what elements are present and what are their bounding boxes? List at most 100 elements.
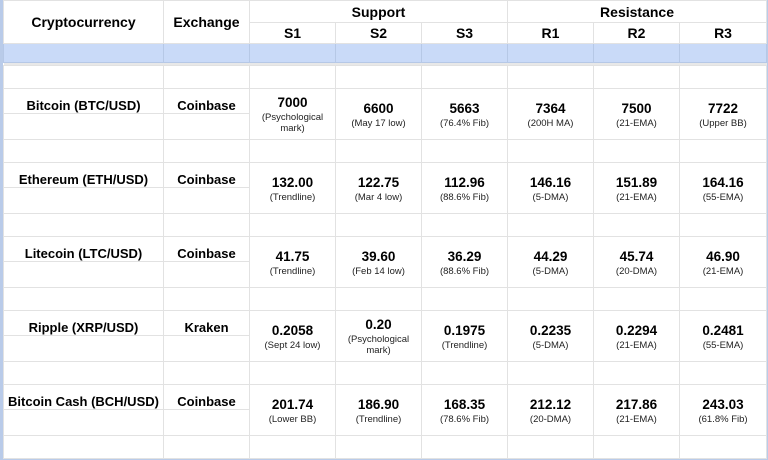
- level-cell-s1: 41.75 (Trendline): [249, 236, 336, 288]
- header-s2: S2: [335, 22, 422, 44]
- level-cell-r2: 45.74 (20-DMA): [593, 236, 680, 288]
- level-note: (61.8% Fib): [698, 413, 748, 425]
- level-value: 0.2481: [702, 322, 744, 338]
- level-note: (Feb 14 low): [352, 265, 405, 277]
- level-cell-s2: 186.90 (Trendline): [335, 384, 422, 436]
- level-cell-s3: 168.35 (78.6% Fib): [421, 384, 508, 436]
- level-note: (21-EMA): [616, 413, 657, 425]
- exchange-name: Coinbase: [163, 162, 250, 188]
- table-row-lower: [3, 261, 767, 288]
- level-value: 164.16: [702, 174, 744, 190]
- exchange-name: Coinbase: [163, 236, 250, 262]
- crypto-name: Litecoin (LTC/USD): [3, 236, 164, 262]
- level-value: 7500: [621, 100, 652, 116]
- level-value: 122.75: [357, 174, 400, 190]
- level-value: 217.86: [615, 396, 658, 412]
- level-cell-s1: 132.00 (Trendline): [249, 162, 336, 214]
- header-r2: R2: [593, 22, 680, 44]
- level-value: 5663: [449, 100, 480, 116]
- frozen-divider: [3, 62, 767, 66]
- table-row-lower: [3, 409, 767, 436]
- level-note: (Trendline): [441, 339, 488, 351]
- level-value: 41.75: [275, 248, 310, 264]
- level-note: (May 17 low): [351, 117, 406, 129]
- header-resistance: Resistance: [506, 0, 768, 23]
- level-value: 112.96: [444, 174, 485, 190]
- level-value: 7364: [535, 100, 566, 116]
- level-cell-r1: 7364 (200H MA): [507, 88, 594, 140]
- crypto-name: Bitcoin (BTC/USD): [3, 88, 164, 114]
- level-note: (Sept 24 low): [264, 339, 321, 351]
- level-cell-s3: 36.29 (88.6% Fib): [421, 236, 508, 288]
- crypto-name: Ripple (XRP/USD): [3, 310, 164, 336]
- level-note: (200H MA): [527, 117, 574, 129]
- table-row: Ethereum (ETH/USD) Coinbase 132.00 (Trendli…: [3, 162, 768, 214]
- level-cell-s1: 0.2058 (Sept 24 low): [249, 310, 336, 362]
- exchange-name: Kraken: [163, 310, 250, 336]
- level-value: 45.74: [619, 248, 654, 264]
- level-note: (20-DMA): [615, 265, 658, 277]
- level-cell-r1: 212.12 (20-DMA): [507, 384, 594, 436]
- level-cell-r2: 151.89 (21-EMA): [593, 162, 680, 214]
- level-note: (21-EMA): [702, 265, 744, 277]
- level-value: 0.2235: [529, 322, 572, 338]
- level-cell-s3: 0.1975 (Trendline): [421, 310, 508, 362]
- level-value: 7722: [707, 100, 739, 116]
- level-cell-s1: 201.74 (Lower BB): [249, 384, 336, 436]
- level-value: 6600: [363, 100, 394, 116]
- level-value: 146.16: [529, 174, 572, 190]
- level-note: (Trendline): [355, 413, 402, 425]
- exchange-name: Coinbase: [163, 384, 250, 410]
- level-note: (55-EMA): [702, 191, 744, 203]
- table-row: Bitcoin Cash (BCH/USD) Coinbase 201.74 (Low…: [3, 384, 768, 436]
- level-note: (21-EMA): [616, 339, 657, 351]
- table-row: Litecoin (LTC/USD) Coinbase 41.75 (Trendlin…: [3, 236, 768, 288]
- level-cell-r3: 7722 (Upper BB): [678, 88, 768, 140]
- level-cell-r3: 0.2481 (55-EMA): [678, 310, 768, 362]
- level-cell-r3: 164.16 (55-EMA): [678, 162, 768, 214]
- level-note: (5-DMA): [532, 265, 569, 277]
- header-r3: R3: [678, 22, 768, 44]
- level-cell-r3: 46.90 (21-EMA): [678, 236, 768, 288]
- level-value: 168.35: [443, 396, 486, 412]
- level-value: 186.90: [357, 396, 400, 412]
- exchange-name: Coinbase: [163, 88, 250, 114]
- header-s3: S3: [421, 22, 508, 44]
- level-note: (55-EMA): [702, 339, 744, 351]
- level-value: 212.12: [529, 396, 572, 412]
- table-row: Ripple (XRP/USD) Kraken 0.2058 (Sept 24 low…: [3, 310, 768, 362]
- level-cell-s2: 39.60 (Feb 14 low): [335, 236, 422, 288]
- level-note: (88.6% Fib): [439, 265, 490, 277]
- table-row: Bitcoin (BTC/USD) Coinbase 7000 (Psychologi…: [3, 88, 768, 140]
- spacer-row: [3, 287, 768, 311]
- level-note: (Trendline): [269, 265, 316, 277]
- level-cell-s3: 112.96 (88.6% Fib): [421, 162, 508, 214]
- level-note: (Psychological mark): [261, 112, 324, 134]
- header-r1: R1: [507, 22, 594, 44]
- level-note: (21-EMA): [616, 191, 657, 203]
- level-cell-s2: 122.75 (Mar 4 low): [335, 162, 422, 214]
- level-cell-r1: 0.2235 (5-DMA): [507, 310, 594, 362]
- level-note: (Trendline): [269, 191, 316, 203]
- level-cell-r3: 243.03 (61.8% Fib): [678, 384, 768, 436]
- header-s1: S1: [249, 22, 336, 44]
- level-cell-s2: 0.20 (Psychological mark): [335, 310, 422, 362]
- header-support: Support: [249, 0, 508, 23]
- header-cryptocurrency: Cryptocurrency: [3, 0, 164, 44]
- level-value: 44.29: [533, 248, 568, 264]
- level-note: (5-DMA): [532, 339, 569, 351]
- header-band: [3, 43, 768, 63]
- crypto-name: Ethereum (ETH/USD): [3, 162, 164, 188]
- level-value: 7000: [277, 95, 308, 110]
- level-value: 39.60: [361, 248, 396, 264]
- level-cell-r2: 0.2294 (21-EMA): [593, 310, 680, 362]
- level-note: (Mar 4 low): [354, 191, 403, 203]
- spacer-row: [3, 435, 768, 459]
- level-cell-r1: 146.16 (5-DMA): [507, 162, 594, 214]
- level-value: 0.1975: [443, 322, 486, 338]
- level-value: 36.29: [447, 248, 482, 264]
- level-note: (5-DMA): [532, 191, 569, 203]
- level-value: 0.2058: [271, 322, 314, 338]
- level-value: 132.00: [271, 174, 314, 190]
- spacer-row: [3, 361, 768, 385]
